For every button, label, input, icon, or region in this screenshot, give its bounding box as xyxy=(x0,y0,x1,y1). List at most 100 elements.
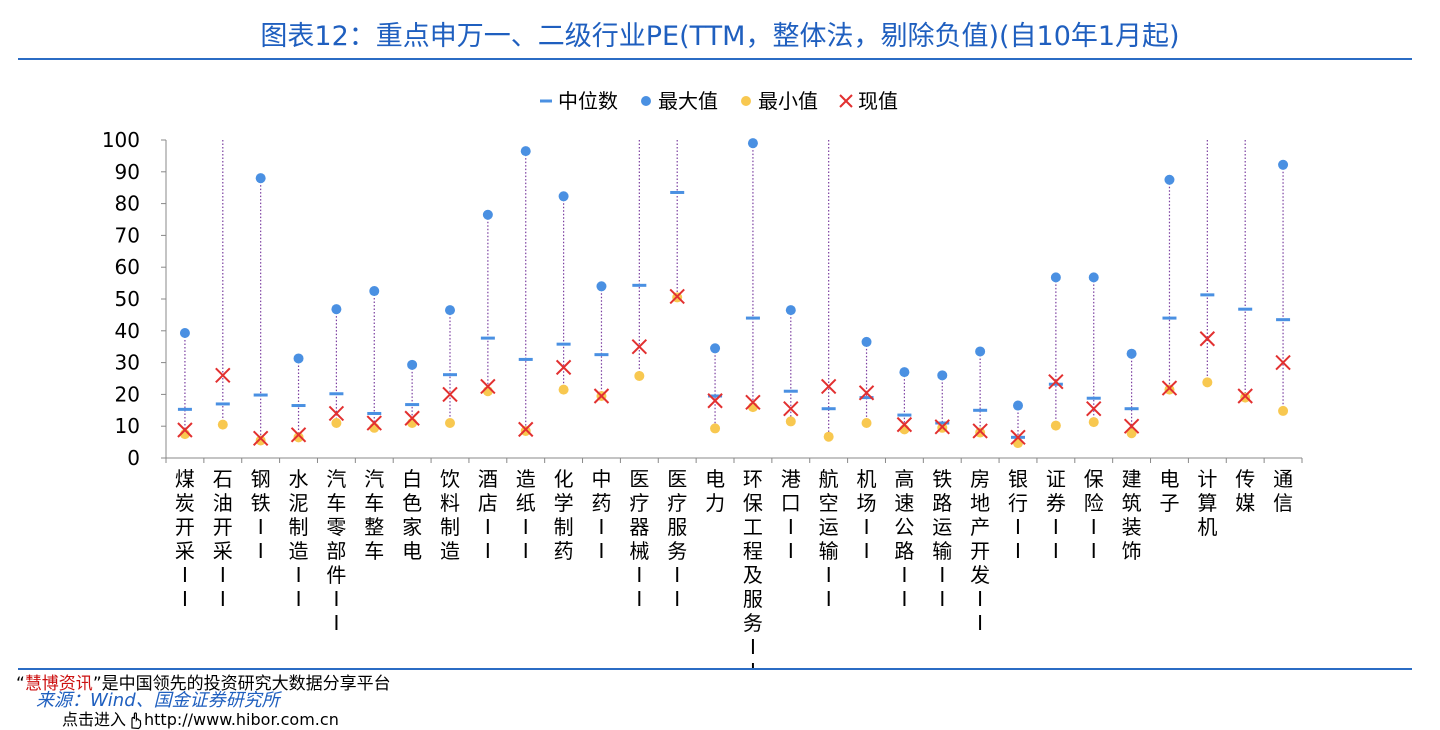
current-mark xyxy=(1275,354,1291,371)
category-label-char: I xyxy=(939,563,945,587)
category-label-char: 子 xyxy=(1159,491,1179,515)
current-mark-stroke xyxy=(934,419,950,435)
category-label-char: I xyxy=(182,563,188,587)
category-label-char: I xyxy=(788,515,794,539)
category-label-char: 炭 xyxy=(175,491,195,515)
category-group xyxy=(1086,272,1102,428)
max-point xyxy=(1013,400,1023,411)
category-group xyxy=(934,370,950,435)
category-group xyxy=(518,146,534,438)
category-label-char: 机 xyxy=(1197,515,1217,539)
category-label-char: 汽 xyxy=(326,467,346,491)
category-label-char: 采 xyxy=(175,539,195,563)
category-label: 铁路运输 I I xyxy=(932,467,952,611)
category-label: 环保工程及服务II xyxy=(743,467,763,668)
category-label-char: 饰 xyxy=(1122,539,1142,563)
current-mark-stroke xyxy=(1237,388,1253,404)
category-label-char: 力 xyxy=(705,491,725,515)
current-mark-stroke xyxy=(896,416,913,433)
category-group xyxy=(1161,174,1178,396)
category-label: 港口 I I xyxy=(781,467,801,563)
current-mark xyxy=(328,405,345,422)
current-mark xyxy=(480,378,496,395)
category-label-char: 装 xyxy=(1122,515,1142,539)
category-label-char: I xyxy=(523,539,529,563)
category-label-char: 开 xyxy=(970,539,990,563)
min-point xyxy=(1278,405,1289,416)
category-label-char: 产 xyxy=(970,515,990,539)
category-label-char: 石 xyxy=(213,467,233,491)
min-point xyxy=(823,431,834,442)
category-label-char: 店 xyxy=(478,491,498,515)
current-mark xyxy=(783,401,799,417)
max-point xyxy=(407,359,418,370)
category-label-char: 电 xyxy=(1159,467,1179,491)
category-label-char: 服 xyxy=(667,515,687,539)
promo-brand[interactable]: 慧博资讯 xyxy=(24,674,93,694)
legend-label: 最大值 xyxy=(658,89,718,113)
current-mark xyxy=(252,430,269,446)
category-label-char: I xyxy=(485,539,491,563)
category-label-char: 通 xyxy=(1273,467,1293,491)
current-mark-stroke xyxy=(745,394,761,411)
site-link[interactable]: 点击进入 http://www.hibor.com.cn xyxy=(62,706,339,730)
current-mark xyxy=(820,378,837,395)
min-point xyxy=(1164,384,1175,395)
category-label-char: I xyxy=(333,587,339,611)
current-mark-stroke xyxy=(783,401,799,417)
category-label: 饮料制造 xyxy=(440,467,460,563)
min-point xyxy=(1240,392,1251,403)
category-label-char: I xyxy=(1053,515,1059,539)
max-point xyxy=(293,353,304,364)
category-label-char: I xyxy=(296,587,302,611)
current-mark-stroke xyxy=(707,393,723,409)
category-label-char: 白 xyxy=(402,467,422,491)
min-point xyxy=(520,425,531,436)
category-label-char: 路 xyxy=(932,491,952,515)
y-tick-label: 70 xyxy=(115,223,140,247)
y-tick-label: 10 xyxy=(115,414,140,438)
min-point xyxy=(710,423,721,434)
category-group xyxy=(442,305,458,429)
category-label-char: 料 xyxy=(440,491,460,515)
min-point xyxy=(445,418,455,429)
legend: 中位数 最大值 最小值 现值 xyxy=(540,89,898,113)
category-label-char: 采 xyxy=(213,539,233,563)
category-label: 通信 xyxy=(1273,467,1293,515)
current-mark-stroke xyxy=(1010,429,1026,446)
current-mark xyxy=(1237,388,1253,404)
category-group xyxy=(215,140,231,430)
max-point xyxy=(369,286,380,297)
category-label-char: 输 xyxy=(932,539,952,563)
category-group xyxy=(820,140,837,442)
site-url[interactable]: http://www.hibor.com.cn xyxy=(144,710,339,729)
current-mark-stroke xyxy=(366,415,382,431)
current-mark-stroke xyxy=(1123,418,1140,434)
min-point xyxy=(785,416,796,427)
min-point xyxy=(1202,377,1213,388)
category-label: 建筑装饰 xyxy=(1122,467,1142,563)
category-label-char: I xyxy=(1091,515,1097,539)
y-tick-label: 30 xyxy=(115,351,140,375)
category-group xyxy=(972,346,988,439)
category-label: 煤炭开采 I I xyxy=(175,467,195,611)
category-label-char: 造 xyxy=(440,539,460,563)
category-label-char: 机 xyxy=(857,467,877,491)
category-label-char: 煤 xyxy=(175,467,195,491)
legend-label: 最小值 xyxy=(758,89,818,113)
current-mark xyxy=(518,421,534,438)
min-point xyxy=(217,419,228,430)
category-label: 造纸 I I xyxy=(516,467,536,563)
category-label-char: 传 xyxy=(1235,467,1255,491)
max-point xyxy=(255,173,266,184)
y-tick-label: 60 xyxy=(115,255,140,279)
current-mark xyxy=(366,415,382,431)
chart-title: 图表12：重点申万一、二级行业PE(TTM，整体法，剔除负值)(自10年1月起) xyxy=(260,21,1180,52)
y-tick-label: 20 xyxy=(115,382,140,406)
category-label-char: I xyxy=(220,587,226,611)
category-label-char: 疗 xyxy=(629,491,649,515)
y-tick-label: 40 xyxy=(115,319,140,343)
max-point xyxy=(445,305,455,316)
max-point xyxy=(1088,272,1099,283)
